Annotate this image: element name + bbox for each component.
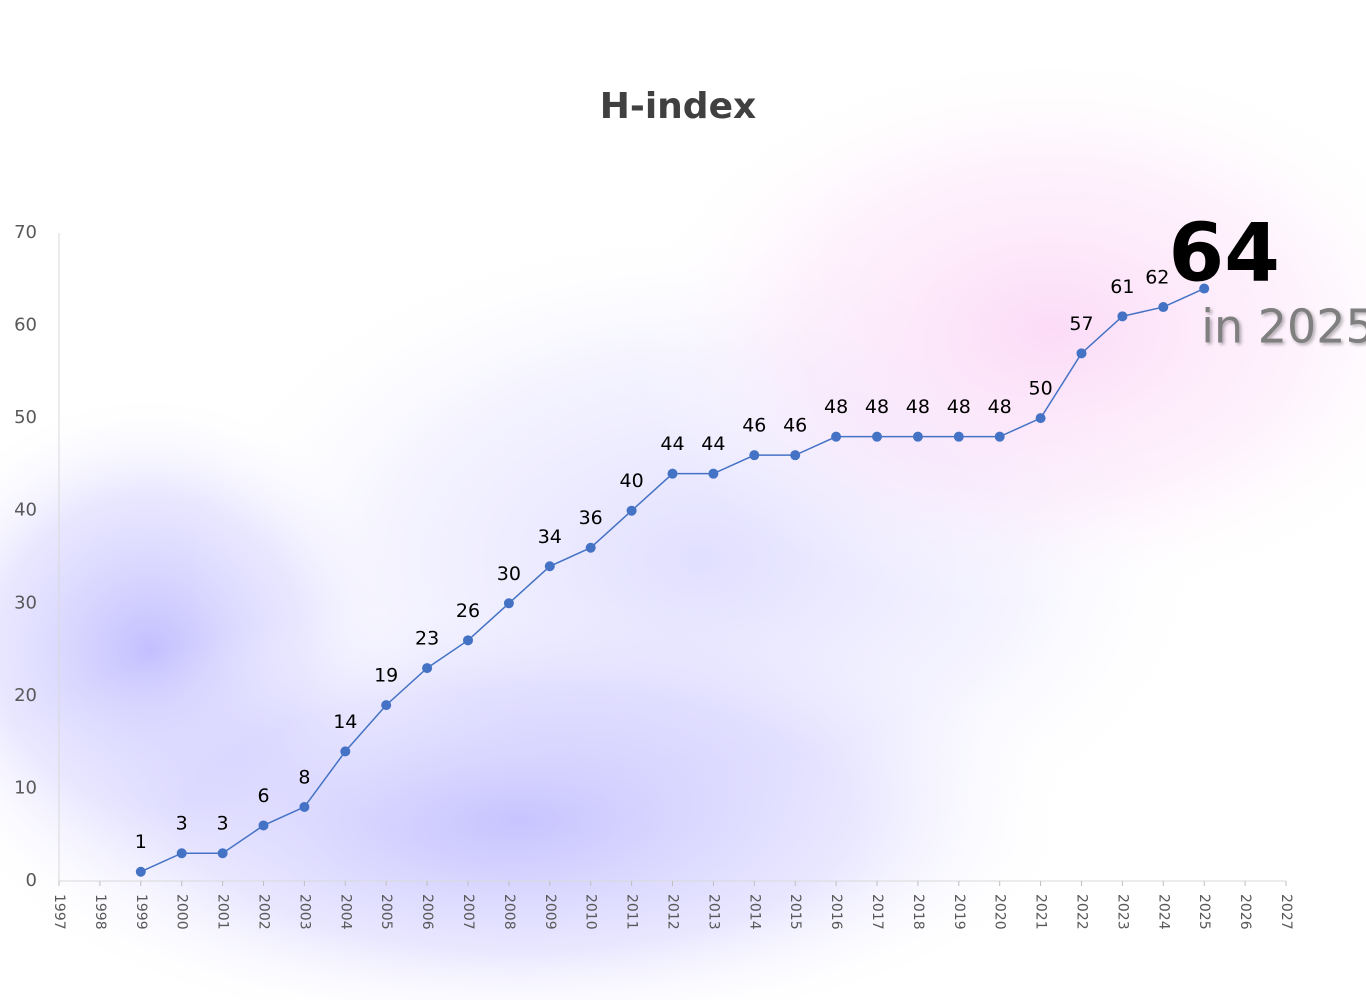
- y-tick-label: 60: [14, 315, 37, 336]
- x-tick-label: 2016: [828, 894, 844, 930]
- x-tick-label: 1997: [51, 894, 67, 930]
- data-label: 26: [456, 600, 480, 622]
- data-label: 3: [217, 813, 229, 835]
- point: [790, 450, 801, 461]
- x-tick-label: 2013: [705, 894, 721, 930]
- data-label: 44: [701, 433, 725, 455]
- data-label: 62: [1145, 267, 1169, 289]
- x-tick-label: 2001: [215, 894, 231, 930]
- x-tick-label: 2009: [542, 894, 558, 930]
- point: [1158, 302, 1169, 313]
- x-tick-label: 2004: [337, 894, 353, 930]
- x-tick-label: 2017: [869, 894, 885, 930]
- x-tick-label: 2007: [460, 894, 476, 930]
- point: [749, 450, 760, 461]
- data-label: 34: [538, 526, 562, 548]
- x-tick-label: 2026: [1237, 894, 1253, 930]
- point: [1199, 283, 1210, 294]
- annotation: in 2025: [1201, 300, 1366, 354]
- point: [1076, 348, 1087, 359]
- chart-title: H-index: [600, 86, 756, 127]
- x-tick-label: 1998: [92, 894, 108, 930]
- data-label: 48: [906, 396, 930, 418]
- data-label: 14: [333, 711, 357, 733]
- data-label: 8: [298, 766, 310, 788]
- x-tick-label: 2012: [665, 894, 681, 930]
- x-tick-label: 2002: [256, 894, 272, 930]
- y-tick-label: 50: [14, 407, 37, 428]
- x-tick-label: 2005: [378, 894, 394, 930]
- y-tick-label: 20: [14, 685, 37, 706]
- y-tick-label: 70: [14, 222, 37, 243]
- data-label: 3: [176, 813, 188, 835]
- data-label: 1: [135, 831, 147, 853]
- data-label: 30: [497, 563, 521, 585]
- data-label: 48: [865, 396, 889, 418]
- point: [422, 663, 433, 674]
- data-label: 44: [660, 433, 684, 455]
- point: [994, 431, 1005, 442]
- data-label: 48: [947, 396, 971, 418]
- point: [708, 468, 719, 479]
- data-label: 48: [988, 396, 1012, 418]
- point: [340, 746, 351, 757]
- point: [503, 598, 514, 609]
- data-label: 36: [579, 507, 603, 529]
- data-label: 19: [374, 665, 398, 687]
- data-label: 61: [1110, 276, 1134, 298]
- highlight-label: 64: [1169, 207, 1280, 300]
- y-tick-label: 10: [14, 777, 37, 798]
- point: [135, 866, 146, 877]
- point: [217, 848, 228, 859]
- x-tick-label: 2010: [583, 894, 599, 930]
- x-tick-label: 2021: [1033, 894, 1049, 930]
- x-tick-label: 2006: [419, 894, 435, 930]
- x-tick-label: 2014: [746, 894, 762, 930]
- point: [299, 801, 310, 812]
- y-tick-label: 30: [14, 592, 37, 613]
- point: [258, 820, 269, 831]
- x-tick-label: 2023: [1114, 894, 1130, 930]
- point: [463, 635, 473, 646]
- y-tick-label: 40: [14, 500, 37, 521]
- point: [667, 468, 678, 479]
- data-label: 40: [620, 470, 644, 492]
- point: [626, 505, 637, 516]
- data-label: 6: [257, 785, 269, 807]
- point: [1117, 311, 1128, 322]
- point: [176, 848, 187, 859]
- x-tick-label: 2000: [174, 894, 190, 930]
- x-tick-label: 2015: [787, 894, 803, 930]
- data-label: 46: [742, 415, 766, 437]
- point: [953, 431, 964, 442]
- point: [585, 542, 596, 553]
- point: [831, 431, 842, 442]
- data-label: 46: [783, 415, 807, 437]
- data-label: 50: [1029, 378, 1053, 400]
- x-tick-label: 2011: [624, 894, 640, 930]
- x-tick-label: 2025: [1196, 894, 1212, 930]
- data-label: 23: [415, 628, 439, 650]
- x-tick-label: 2027: [1278, 894, 1294, 930]
- point: [912, 431, 923, 442]
- x-tick-label: 1999: [133, 894, 149, 930]
- x-tick-label: 2022: [1074, 894, 1090, 930]
- x-tick-label: 2018: [910, 894, 926, 930]
- x-tick-label: 2024: [1155, 894, 1171, 930]
- data-label: 48: [824, 396, 848, 418]
- point: [1035, 413, 1046, 424]
- data-label: 57: [1069, 313, 1093, 335]
- x-tick-label: 2008: [501, 894, 517, 930]
- point: [381, 700, 392, 711]
- y-tick-label: 0: [26, 870, 37, 891]
- point: [544, 561, 555, 572]
- background: [0, 50, 1366, 1000]
- point: [872, 431, 882, 442]
- x-tick-label: 2019: [951, 894, 967, 930]
- x-tick-label: 2003: [296, 894, 312, 930]
- x-tick-label: 2020: [992, 894, 1008, 930]
